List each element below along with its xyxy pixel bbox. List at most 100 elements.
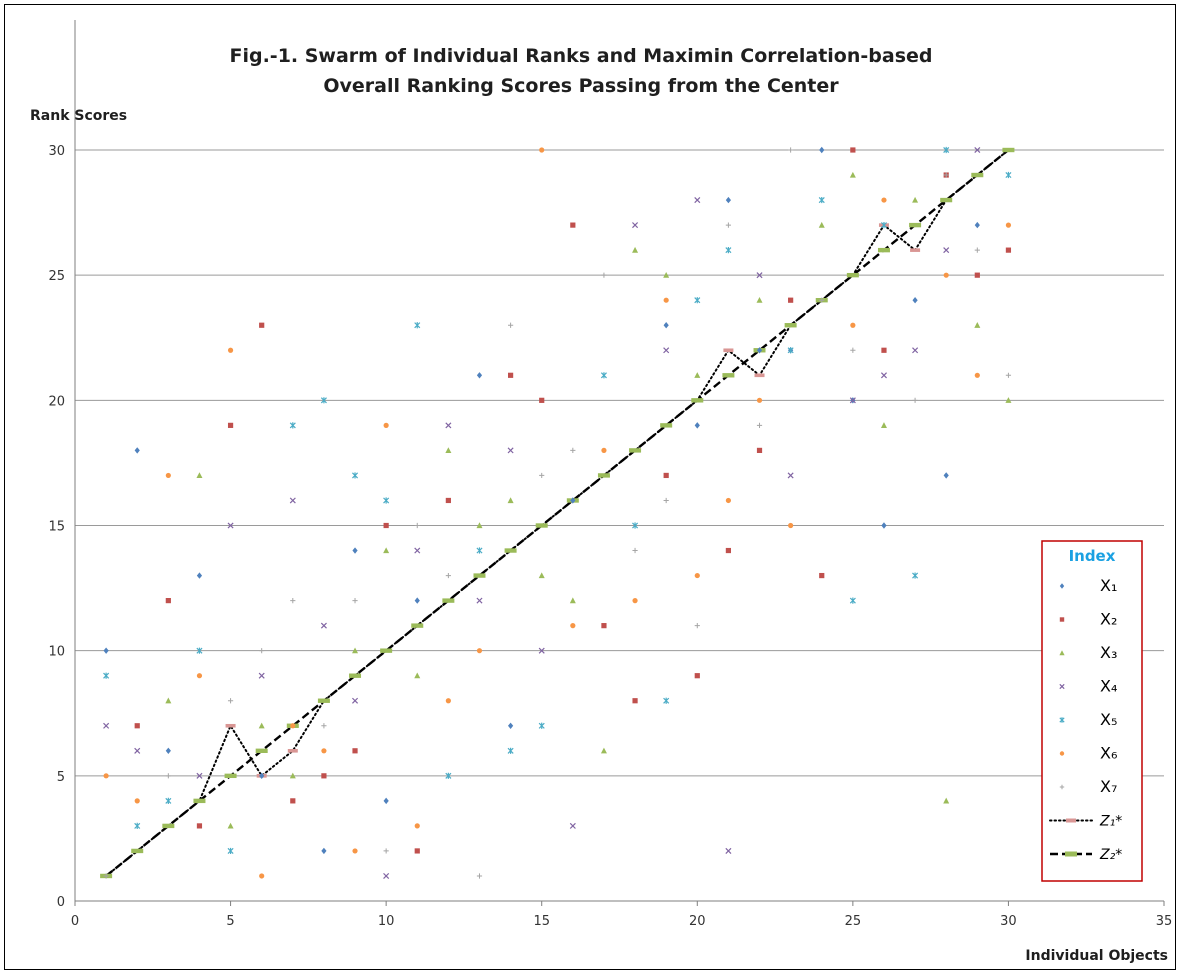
legend-label-x6: X₆ [1100,744,1117,763]
line-marker-z1-star-26 [910,248,921,252]
point-x4-14 [569,822,576,829]
point-x6-16 [632,598,638,604]
line-marker-z2-star-25 [877,247,890,253]
legend-marker-x7 [1059,784,1065,790]
point-x5-22 [880,222,887,229]
point-x5-20 [818,196,825,204]
point-x7-23 [912,397,918,403]
point-x5-5 [289,422,296,429]
point-x1-1 [134,447,140,454]
point-x2-10 [445,497,451,504]
point-x6-12 [476,648,483,654]
point-x6-6 [290,723,296,729]
point-x7-17 [694,623,700,629]
point-x2-14 [601,623,607,629]
point-x7-2 [227,698,234,704]
point-x6-25 [974,372,980,378]
point-x4-1 [134,747,141,754]
point-x7-20 [788,147,794,153]
point-x4-0 [103,722,110,729]
line-marker-z2-star-5 [255,748,268,753]
line-marker-z2-star-16 [597,473,610,478]
point-x3-17 [756,297,763,303]
point-x6-15 [601,447,607,453]
point-x5-13 [538,722,545,729]
point-x3-23 [974,322,981,328]
point-x3-8 [445,447,452,453]
point-x4-24 [943,247,950,254]
point-x6-1 [134,798,140,804]
point-x2-3 [227,422,234,428]
chart-frame [4,4,1176,970]
point-x2-11 [508,372,514,378]
x-axis-label: Individual Objects [1025,948,1168,964]
point-x3-15 [663,271,670,278]
point-x1-8 [414,597,420,604]
x-tick-label-30: 30 [1000,914,1017,929]
y-axis-label: Rank Scores [30,108,127,124]
line-marker-z2-star-13 [504,548,517,553]
point-x4-9 [414,547,421,554]
point-x4-2 [196,772,203,779]
point-x4-10 [445,422,452,429]
point-x5-14 [600,372,607,379]
point-x7-16 [663,497,669,504]
point-x6-21 [788,522,794,529]
point-x2-4 [259,322,265,328]
legend-marker-x1 [1059,583,1065,589]
point-x3-2 [227,822,234,829]
point-x3-0 [165,697,172,704]
legend-label-z1-star: Z₁* [1099,814,1122,830]
point-x3-12 [569,597,576,604]
line-marker-z2-star-26 [909,222,922,228]
point-x5-24 [943,146,950,154]
point-x1-7 [383,797,389,805]
y-tick-label-20: 20 [48,394,65,409]
point-x6-24 [943,272,949,278]
point-x6-0 [103,773,109,779]
line-marker-z1-star-20 [723,348,734,353]
point-x7-19 [756,422,763,428]
point-x4-19 [756,272,763,279]
point-x2-19 [756,447,763,453]
point-x3-10 [507,497,514,504]
legend-box [1041,540,1143,882]
point-x4-12 [507,447,514,454]
point-x5-0 [103,672,110,679]
line-marker-z2-star-10 [411,623,424,628]
point-x2-15 [632,698,638,704]
point-x2-21 [819,572,825,579]
point-x5-23 [912,572,919,579]
legend-marker-z2-star [1065,851,1077,857]
point-x6-14 [570,623,576,629]
point-x3-19 [849,171,856,178]
point-x7-5 [321,723,327,729]
point-x5-8 [383,497,390,504]
point-x7-13 [570,447,576,453]
point-x6-7 [321,748,327,754]
legend-marker-x4 [1059,683,1065,690]
point-x3-20 [880,422,887,428]
legend-marker-x3 [1059,650,1065,656]
y-tick-label-15: 15 [48,520,65,535]
point-x6-23 [881,197,887,203]
point-x2-17 [694,673,700,679]
point-x1-12 [663,322,669,329]
point-x6-3 [196,673,203,679]
point-x4-5 [289,497,296,504]
point-x6-20 [756,397,763,403]
chart-title-line-1: Fig.-1. Swarm of Individual Ranks and Ma… [230,45,933,67]
point-x5-16 [663,697,670,704]
point-x4-16 [663,347,670,354]
point-x1-13 [694,422,700,429]
point-x4-4 [258,672,265,679]
point-x4-7 [352,697,359,704]
line-marker-z2-star-29 [1002,147,1015,153]
point-x1-20 [912,297,918,304]
x-tick-label-10: 10 [378,914,395,929]
point-x4-13 [538,647,545,654]
point-x6-9 [383,422,389,428]
line-marker-z2-star-17 [629,448,642,453]
point-x3-14 [632,246,639,253]
line-marker-z1-star-4 [225,723,236,728]
